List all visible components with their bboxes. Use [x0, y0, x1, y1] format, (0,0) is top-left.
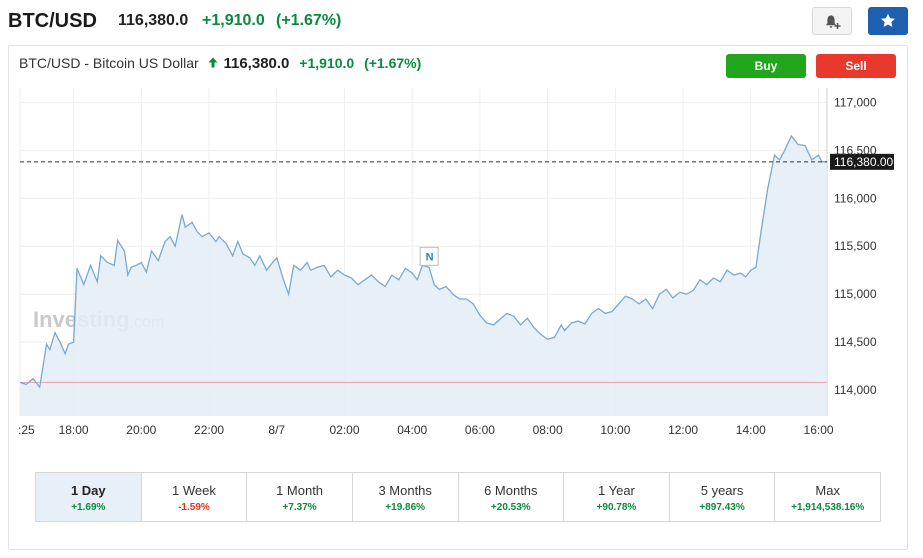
chart-price-change: +1,910.0 — [299, 55, 355, 72]
period-label: 6 Months — [484, 483, 538, 498]
period-change: +897.43% — [699, 502, 745, 513]
period-change: +7.37% — [282, 502, 317, 513]
x-tick-label: 04:00 — [397, 423, 427, 437]
y-axis: 114,000 114,500 115,000 115,500 116,000 116,5… — [834, 95, 877, 397]
bell-plus-icon — [826, 15, 841, 29]
current-price-label-box — [830, 153, 894, 170]
news-marker-box — [419, 246, 439, 266]
period-tab[interactable]: 1 Week -1.59% — [141, 473, 248, 521]
up-arrow-icon — [208, 55, 218, 71]
create-alert-button[interactable] — [812, 7, 852, 35]
last-price: 116,380.0 — [118, 12, 189, 29]
x-tick-label: 10:00 — [600, 423, 630, 437]
price-change-percent: (+1.67%) — [276, 12, 342, 29]
x-axis: :25 18:00 20:00 22:00 8/7 02:00 04:00 06:00 08:0… — [18, 423, 834, 437]
period-label: 5 years — [700, 483, 744, 498]
x-tick-label: 14:00 — [736, 423, 766, 437]
x-tick-label: 12:00 — [668, 423, 698, 437]
period-tab[interactable]: 1 Year +90.78% — [564, 473, 670, 521]
period-change: +90.78% — [596, 502, 637, 513]
x-tick-label: 8/7 — [268, 423, 285, 437]
period-label: 3 Months — [378, 483, 432, 498]
period-label: 1 Day — [70, 483, 106, 498]
buy-button[interactable]: Buy — [726, 54, 806, 78]
price-line — [19, 134, 827, 389]
x-tick-label: 18:00 — [59, 423, 89, 437]
chart-price-change-percent: (+1.67%) — [364, 55, 422, 72]
y-tick-label: 117,000 — [834, 95, 877, 109]
period-tab[interactable]: 3 Months +19.86% — [352, 473, 459, 521]
period-change: +20.53% — [490, 502, 531, 513]
period-change: -1.59% — [178, 502, 210, 513]
period-change: +1.69% — [71, 502, 106, 513]
chart-instrument-name: BTC/USD - Bitcoin US Dollar — [19, 55, 199, 72]
add-to-watchlist-button[interactable] — [868, 7, 908, 35]
period-label: 1 Year — [598, 483, 635, 498]
sell-button[interactable]: Sell — [816, 54, 896, 78]
y-tick-label: 116,000 — [834, 191, 877, 205]
period-tab[interactable]: 5 years +897.43% — [669, 473, 776, 521]
period-label: 1 Month — [276, 483, 324, 498]
y-tick-label: 115,000 — [834, 287, 877, 301]
news-marker[interactable]: N — [419, 246, 439, 266]
star-icon — [881, 13, 895, 27]
x-tick-label: 16:00 — [804, 423, 834, 437]
x-tick-label: 06:00 — [465, 423, 495, 437]
y-tick-label: 114,500 — [834, 335, 877, 349]
chart-last-price: 116,380.0 — [223, 54, 290, 72]
chart-title-bar: BTC/USD - Bitcoin US Dollar 116,380.0 +1… — [19, 54, 421, 72]
current-price-label: 116,380.00 — [830, 153, 894, 170]
period-tab[interactable]: 6 Months +20.53% — [458, 473, 565, 521]
y-tick-label: 114,000 — [834, 383, 877, 397]
period-label: Max — [815, 483, 840, 498]
x-tick-label: 22:00 — [194, 423, 224, 437]
price-change: +1,910.0 — [202, 12, 265, 29]
period-label: 1 Week — [172, 483, 216, 498]
instrument-header: BTC/USD 116,380.0 +1,910.0 (+1.67%) — [0, 0, 923, 44]
x-tick-label: :25 — [18, 423, 35, 437]
x-tick-label: 20:00 — [126, 423, 156, 437]
period-selector: 1 Day +1.69% 1 Week -1.59% 1 Month +7.37% 3 Mo… — [35, 472, 881, 522]
y-tick-label: 115,500 — [834, 239, 877, 253]
x-tick-label: 08:00 — [533, 423, 563, 437]
news-marker-label: N — [426, 251, 434, 263]
y-tick-label: 116,500 — [834, 143, 877, 157]
period-change: +19.86% — [385, 502, 426, 513]
period-tab[interactable]: 1 Month +7.37% — [247, 473, 353, 521]
current-price-label-text: 116,380.00 — [834, 155, 893, 169]
period-change: +1,914,538.16% — [791, 502, 865, 513]
price-area-fill — [20, 136, 828, 416]
price-chart[interactable]: Investing.com 116,380.00 N 114,000114,50… — [0, 0, 923, 460]
period-tab[interactable]: 1 Day +1.69% — [36, 473, 142, 521]
period-tab[interactable]: Max +1,914,538.16% — [775, 473, 880, 521]
x-tick-label: 02:00 — [329, 423, 359, 437]
instrument-symbol: BTC/USD — [8, 10, 97, 32]
